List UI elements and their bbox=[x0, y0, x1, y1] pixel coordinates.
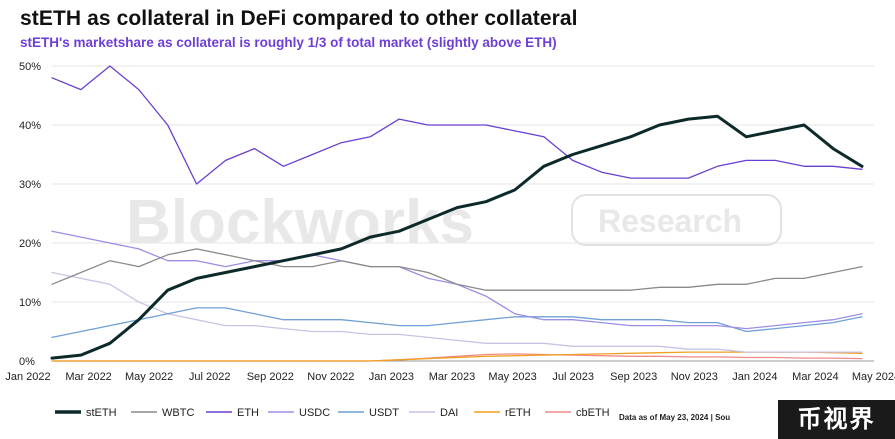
chart-title: stETH as collateral in DeFi compared to … bbox=[20, 7, 578, 30]
legend-label-cbeth: cbETH bbox=[576, 407, 610, 419]
series-line-usdt bbox=[51, 307, 863, 339]
x-tick-label: Nov 2023 bbox=[671, 371, 718, 383]
legend-label-steth: stETH bbox=[86, 407, 117, 419]
site-badge: 币视界 bbox=[778, 400, 895, 439]
legend-label-usdc: USDC bbox=[299, 407, 330, 419]
y-tick-label: 0% bbox=[19, 356, 35, 368]
watermark-tag: Research bbox=[598, 203, 742, 239]
x-tick-label: Mar 2024 bbox=[792, 371, 838, 383]
x-tick-label: May 2022 bbox=[125, 371, 173, 383]
series-line-dai bbox=[51, 271, 863, 353]
x-tick-label: Jul 2023 bbox=[552, 371, 594, 383]
x-tick-label: Jul 2022 bbox=[189, 371, 231, 383]
grid-lines bbox=[52, 65, 874, 362]
x-tick-label: May 2023 bbox=[488, 371, 536, 383]
legend: stETH WBTC ETH USDC USDT DAI rETH cbETH bbox=[55, 407, 610, 419]
y-tick-label: 40% bbox=[19, 120, 41, 132]
watermark-brand: Blockworks bbox=[126, 188, 474, 257]
x-tick-label: Sep 2023 bbox=[610, 371, 657, 383]
series-line-steth bbox=[50, 114, 864, 360]
legend-label-wbtc: WBTC bbox=[162, 407, 194, 419]
legend-label-reth: rETH bbox=[505, 407, 531, 419]
x-tick-label: Nov 2022 bbox=[307, 371, 354, 383]
y-tick-label: 10% bbox=[19, 297, 41, 309]
y-tick-label: 20% bbox=[19, 238, 41, 250]
x-tick-label: Mar 2023 bbox=[429, 371, 475, 383]
x-tick-label: Jan 2022 bbox=[5, 371, 50, 383]
x-tick-label: Mar 2022 bbox=[65, 371, 111, 383]
watermark: Blockworks Research bbox=[126, 188, 782, 257]
x-tick-label: Sep 2022 bbox=[247, 371, 294, 383]
x-tick-label: Jan 2024 bbox=[732, 371, 777, 383]
y-axis-ticks: 0% 10% 20% 30% 40% 50% bbox=[19, 61, 41, 368]
series-lines bbox=[50, 65, 864, 362]
x-tick-label: May 2024 bbox=[852, 371, 895, 383]
chart-subtitle: stETH's marketshare as collateral is rou… bbox=[20, 35, 557, 50]
legend-label-usdt: USDT bbox=[369, 407, 399, 419]
y-tick-label: 50% bbox=[19, 61, 41, 73]
legend-label-dai: DAI bbox=[440, 407, 458, 419]
x-axis-ticks: Jan 2022 Mar 2022 May 2022 Jul 2022 Sep 2022… bbox=[5, 371, 895, 383]
legend-label-eth: ETH bbox=[237, 407, 259, 419]
x-tick-label: Jan 2023 bbox=[369, 371, 414, 383]
series-line-eth bbox=[51, 65, 863, 185]
series-line-wbtc bbox=[51, 248, 863, 291]
data-source-note: Data as of May 23, 2024 | Sou bbox=[619, 413, 730, 422]
series-line-reth bbox=[51, 351, 863, 362]
y-tick-label: 30% bbox=[19, 179, 41, 191]
watermark-tag-frame bbox=[571, 194, 782, 246]
